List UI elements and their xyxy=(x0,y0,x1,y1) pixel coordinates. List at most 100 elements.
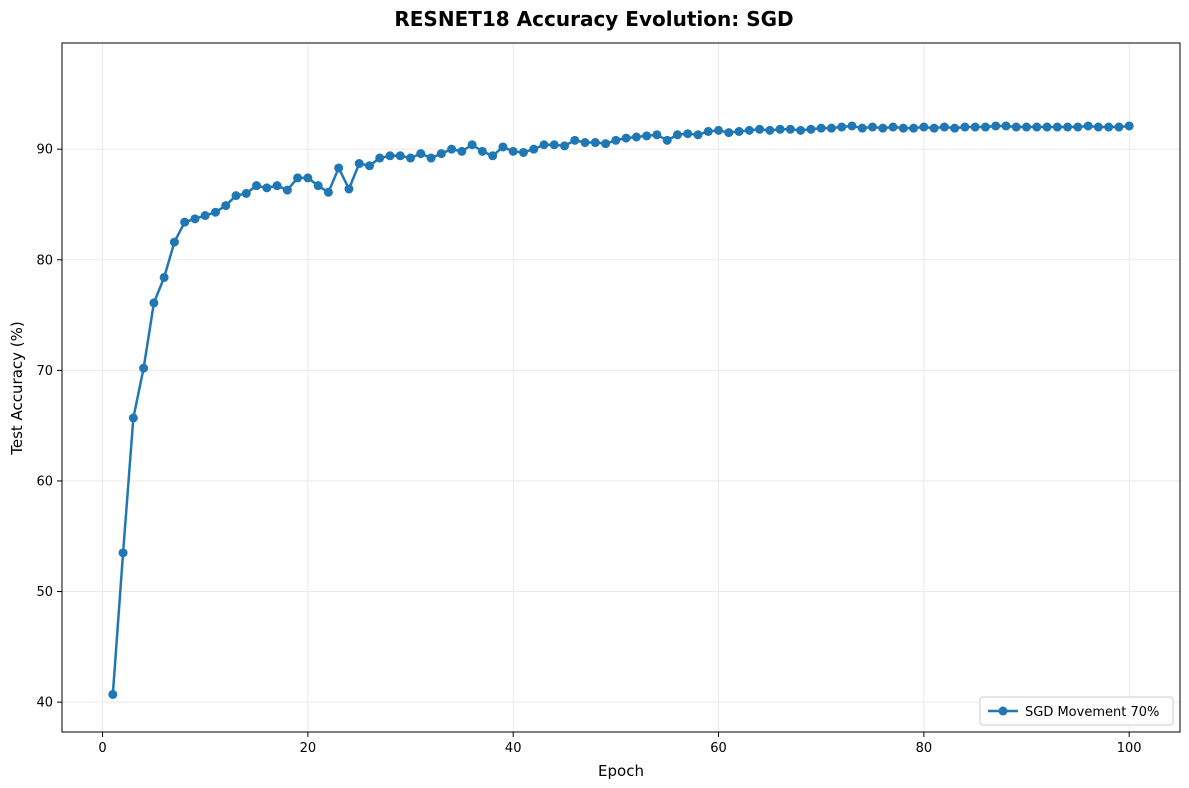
data-point xyxy=(416,149,426,159)
x-tick-label: 0 xyxy=(98,741,106,756)
data-point xyxy=(1022,122,1032,132)
data-point xyxy=(282,185,292,195)
x-tick-label: 20 xyxy=(300,741,317,756)
data-point xyxy=(765,125,775,135)
data-point xyxy=(488,151,498,161)
data-point xyxy=(1093,122,1103,132)
x-tick-label: 40 xyxy=(505,741,522,756)
legend: SGD Movement 70% xyxy=(979,696,1174,726)
data-point xyxy=(406,153,416,163)
data-point xyxy=(231,191,241,201)
data-point xyxy=(775,124,785,134)
data-point xyxy=(272,181,282,191)
data-point xyxy=(878,123,888,133)
data-point xyxy=(693,130,703,140)
data-point xyxy=(426,153,436,163)
data-point xyxy=(570,135,580,145)
data-point xyxy=(508,146,518,156)
data-point xyxy=(128,413,138,423)
data-point xyxy=(888,122,898,132)
series-layer xyxy=(108,121,1134,699)
data-point xyxy=(180,217,190,227)
data-point xyxy=(539,140,549,150)
data-point xyxy=(139,363,149,373)
data-point xyxy=(457,146,467,156)
data-point xyxy=(960,122,970,132)
data-point xyxy=(549,140,559,150)
data-point xyxy=(929,123,939,133)
y-tick-label: 80 xyxy=(36,253,53,268)
x-axis-label: Epoch xyxy=(598,762,644,780)
y-axis-label: Test Accuracy (%) xyxy=(8,321,26,456)
x-tick-label: 100 xyxy=(1117,741,1142,756)
data-point xyxy=(806,124,816,134)
data-point xyxy=(477,146,487,156)
y-tick-label: 60 xyxy=(36,474,53,489)
data-point xyxy=(1042,122,1052,132)
data-point xyxy=(354,159,364,169)
data-point xyxy=(303,173,313,183)
data-point xyxy=(159,272,169,282)
data-point xyxy=(118,548,128,558)
data-point xyxy=(498,142,508,152)
data-point xyxy=(796,125,806,135)
data-point xyxy=(580,138,590,148)
data-point xyxy=(847,121,857,131)
data-point xyxy=(241,188,251,198)
data-point xyxy=(991,121,1001,131)
grid-lines xyxy=(62,43,1180,732)
data-point xyxy=(1063,122,1073,132)
data-point xyxy=(755,124,765,134)
data-point xyxy=(293,173,303,183)
data-point xyxy=(939,122,949,132)
data-point xyxy=(169,237,179,247)
data-point xyxy=(734,126,744,136)
data-point xyxy=(344,184,354,194)
data-point xyxy=(313,181,323,191)
data-point xyxy=(590,138,600,148)
data-point xyxy=(252,181,262,191)
data-point xyxy=(662,135,672,145)
data-point xyxy=(518,147,528,157)
data-point xyxy=(785,124,795,134)
data-point xyxy=(724,128,734,138)
x-axis-ticks: 0 20 40 60 80 100 xyxy=(98,732,1142,756)
data-point xyxy=(744,125,754,135)
y-axis-ticks: 40 50 60 70 80 90 xyxy=(36,143,62,711)
data-point xyxy=(703,126,713,136)
data-point xyxy=(868,122,878,132)
y-tick-label: 50 xyxy=(36,585,53,600)
legend-box xyxy=(979,696,1174,726)
data-point xyxy=(1032,122,1042,132)
data-point xyxy=(395,151,405,161)
data-point xyxy=(980,122,990,132)
data-point xyxy=(1011,122,1021,132)
data-point xyxy=(837,122,847,132)
x-tick-label: 80 xyxy=(916,741,933,756)
data-point xyxy=(714,125,724,135)
data-point xyxy=(1114,122,1124,132)
data-point xyxy=(950,123,960,133)
data-point xyxy=(334,163,344,173)
data-point xyxy=(210,207,220,217)
data-point xyxy=(467,140,477,150)
y-tick-label: 40 xyxy=(36,696,53,711)
legend-label: SGD Movement 70% xyxy=(1025,705,1159,720)
plot-area-frame xyxy=(61,42,1181,733)
data-point xyxy=(375,153,385,163)
data-point xyxy=(1083,121,1093,131)
data-point xyxy=(447,144,457,154)
data-point xyxy=(560,141,570,151)
data-point xyxy=(642,131,652,141)
data-point xyxy=(621,133,631,143)
data-point xyxy=(898,123,908,133)
data-point xyxy=(221,201,231,211)
data-point xyxy=(683,129,693,139)
data-point xyxy=(149,298,159,308)
data-point xyxy=(108,689,118,699)
data-point xyxy=(857,123,867,133)
data-point xyxy=(672,130,682,140)
data-point xyxy=(601,139,611,149)
data-point xyxy=(652,130,662,140)
